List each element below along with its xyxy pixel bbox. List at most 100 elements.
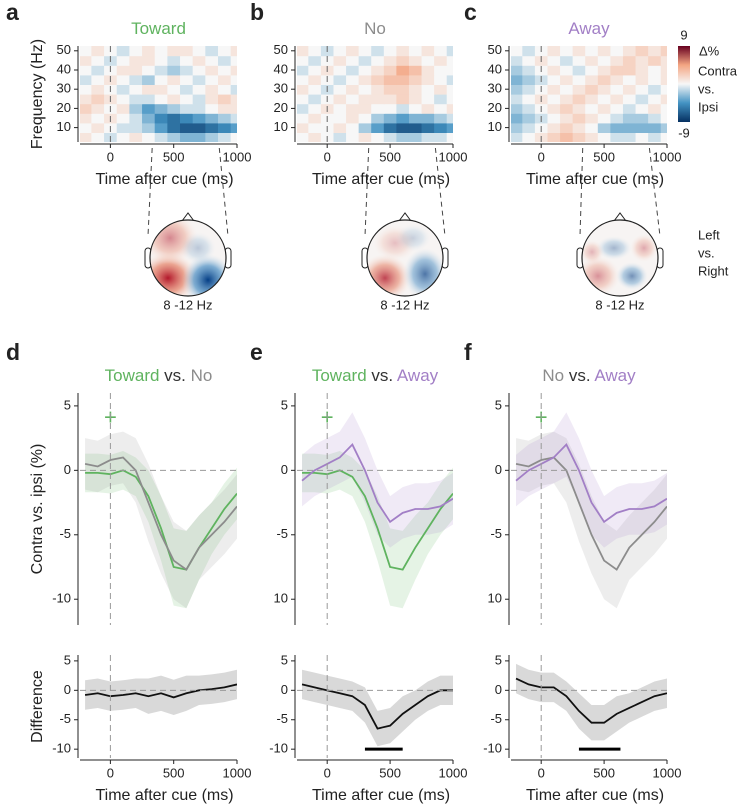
- topomap-legend: Left: [698, 227, 720, 242]
- heat-cell: [218, 55, 232, 66]
- heat-cell: [648, 122, 662, 133]
- heat-cell: [180, 46, 194, 57]
- heat-cell: [308, 113, 322, 124]
- heat-cell: [522, 55, 536, 66]
- heat-cell: [129, 74, 143, 85]
- heat-cell: [205, 74, 219, 85]
- heat-cell: [547, 94, 561, 105]
- heat-cell: [358, 84, 372, 95]
- heat-cell: [610, 94, 624, 105]
- heat-cell: [346, 94, 360, 105]
- heat-cell: [154, 122, 168, 133]
- heat-cell: [297, 55, 309, 66]
- y-tick-label: -10: [52, 591, 71, 606]
- y-tick-label: -5: [59, 711, 71, 726]
- heat-cell: [660, 113, 667, 124]
- heat-cell: [660, 122, 667, 133]
- error-band: [516, 663, 667, 741]
- heat-cell: [560, 94, 574, 105]
- heat-cell: [648, 132, 662, 142]
- heat-cell: [585, 84, 599, 95]
- heat-cell: [522, 132, 536, 142]
- x-tick-label: 1000: [439, 149, 468, 164]
- heat-cell: [80, 65, 92, 76]
- title-part: Away: [568, 19, 610, 38]
- heat-cell: [371, 84, 385, 95]
- heat-cell: [597, 103, 611, 114]
- x-tick-label: 500: [593, 765, 615, 780]
- heat-cell: [371, 132, 385, 142]
- heat-cell: [80, 55, 92, 66]
- heat-cell: [635, 94, 649, 105]
- heat-cell: [218, 103, 232, 114]
- y-tick-label: 20: [488, 100, 502, 115]
- heat-cell: [371, 122, 385, 133]
- heat-cell: [129, 122, 143, 133]
- heat-cell: [585, 94, 599, 105]
- heat-cell: [383, 94, 397, 105]
- panel-title: Toward: [131, 19, 186, 38]
- heat-cell: [371, 46, 385, 57]
- x-tick-label: 0: [538, 149, 545, 164]
- y-tick-label: 40: [57, 61, 71, 76]
- heat-cell: [585, 113, 599, 124]
- heat-cell: [180, 94, 194, 105]
- heat-cell: [434, 122, 448, 133]
- heat-cell: [192, 122, 206, 133]
- heat-cell: [560, 55, 574, 66]
- y-tick-label: -5: [59, 526, 71, 541]
- heat-cell: [434, 103, 448, 114]
- x-tick-label: 1000: [223, 765, 252, 780]
- heat-cell: [371, 74, 385, 85]
- heat-cell: [511, 113, 523, 124]
- heat-cell: [205, 113, 219, 124]
- heat-cell: [205, 94, 219, 105]
- heat-cell: [660, 46, 667, 57]
- y-tick-label: 5: [281, 397, 288, 412]
- heat-cell: [396, 46, 410, 57]
- heat-cell: [154, 94, 168, 105]
- heat-cell: [142, 132, 156, 142]
- title-part: No: [364, 19, 386, 38]
- series-group: [301, 412, 453, 609]
- heat-cell: [308, 46, 322, 57]
- heat-cell: [205, 65, 219, 76]
- heat-cell: [572, 103, 586, 114]
- topomap-blob: [582, 240, 604, 264]
- title-part: No: [542, 366, 564, 385]
- heat-cell: [585, 46, 599, 57]
- topomap: [582, 220, 658, 296]
- heat-cell: [383, 55, 397, 66]
- heat-cell: [154, 84, 168, 95]
- error-band: [85, 431, 237, 609]
- line: [515, 456, 667, 571]
- y-tick-label: 0: [281, 462, 288, 477]
- heat-cell: [333, 122, 347, 133]
- x-tick-label: 500: [593, 149, 615, 164]
- heat-cell: [585, 55, 599, 66]
- heat-cell: [648, 46, 662, 57]
- heat-cell: [446, 94, 453, 105]
- heat-cell: [333, 65, 347, 76]
- heat-cell: [547, 103, 561, 114]
- heat-cell: [358, 46, 372, 57]
- heat-cell: [396, 94, 410, 105]
- heat-cell: [660, 103, 667, 114]
- heat-cell: [383, 65, 397, 76]
- heat-cell: [446, 103, 453, 114]
- heat-cell: [91, 46, 105, 57]
- y-tick-label: 20: [274, 100, 288, 115]
- heat-cell: [180, 132, 194, 142]
- heat-cell: [116, 74, 130, 85]
- heat-cell: [622, 103, 637, 114]
- heat-cell: [572, 65, 586, 76]
- heat-cell: [572, 132, 586, 142]
- heat-cell: [154, 132, 168, 142]
- heat-cell: [648, 113, 662, 124]
- heat-cell: [421, 55, 435, 66]
- heat-cell: [446, 132, 453, 142]
- heat-cell: [80, 46, 92, 57]
